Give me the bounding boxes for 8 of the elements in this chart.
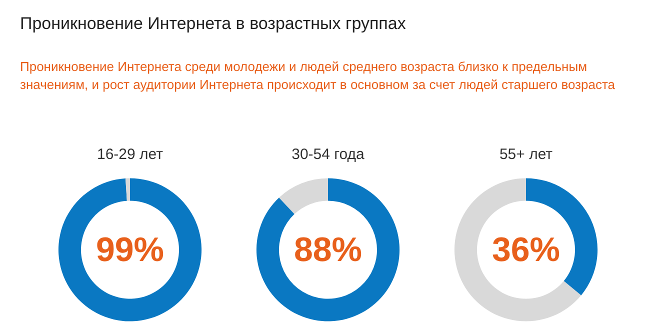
data-label: 36% (492, 230, 560, 269)
data-label: 99% (96, 230, 164, 269)
text: Проникновение Интернета среди молодежи и людей среднего возраста близко к предельным значениям, и рост аудитории Интернета происходит в основном за счет людей старшего возраста (20, 58, 616, 94)
chart-title: 55+ лет (499, 146, 553, 163)
text: Проникновение Интернета в возрастных группах (20, 14, 406, 34)
data-label: 88% (294, 230, 362, 269)
chart-title: 16-29 лет (97, 146, 164, 163)
chart-title: 30-54 года (292, 146, 366, 163)
